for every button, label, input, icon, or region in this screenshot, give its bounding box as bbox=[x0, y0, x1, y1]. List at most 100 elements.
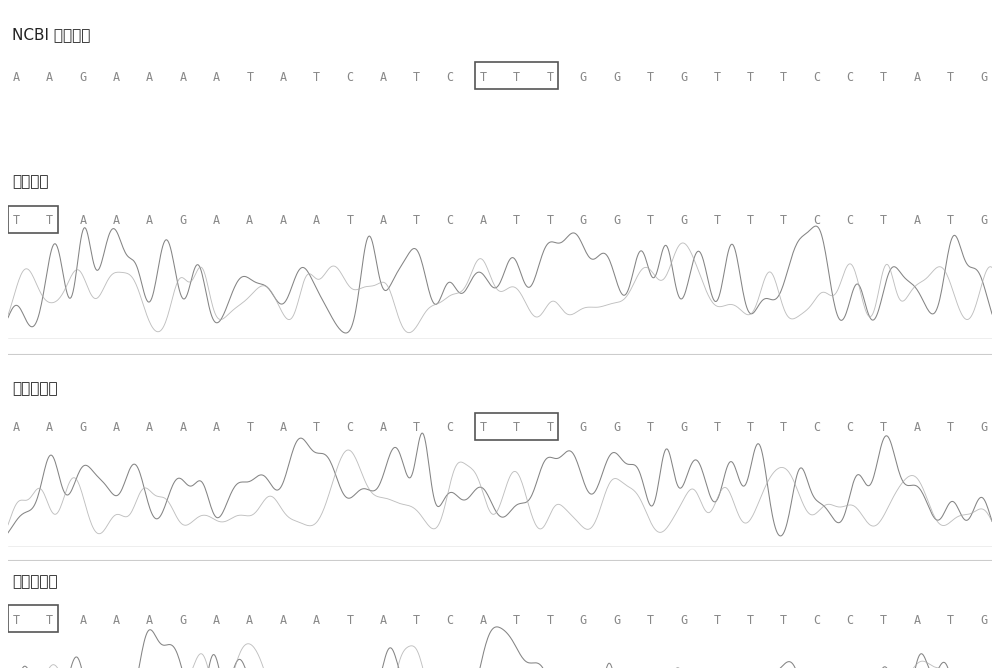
Text: T: T bbox=[780, 71, 787, 84]
Text: NCBI 参照序列: NCBI 参照序列 bbox=[12, 27, 90, 41]
Text: T: T bbox=[647, 71, 654, 84]
Text: A: A bbox=[280, 614, 287, 627]
Text: C: C bbox=[446, 422, 454, 434]
Text: C: C bbox=[346, 71, 353, 84]
Text: C: C bbox=[346, 422, 353, 434]
Text: A: A bbox=[313, 614, 320, 627]
Text: C: C bbox=[446, 71, 454, 84]
Text: A: A bbox=[13, 71, 20, 84]
Text: A: A bbox=[380, 214, 387, 227]
Text: T: T bbox=[880, 214, 887, 227]
Text: A: A bbox=[79, 214, 87, 227]
Text: T: T bbox=[13, 614, 20, 627]
Text: A: A bbox=[313, 214, 320, 227]
Text: T: T bbox=[546, 422, 554, 434]
Text: A: A bbox=[380, 422, 387, 434]
Text: G: G bbox=[613, 422, 620, 434]
Text: A: A bbox=[13, 422, 20, 434]
Text: T: T bbox=[46, 214, 53, 227]
Text: A: A bbox=[113, 214, 120, 227]
Text: A: A bbox=[480, 614, 487, 627]
Text: G: G bbox=[180, 614, 187, 627]
Text: T: T bbox=[747, 614, 754, 627]
Text: 患儿母序列: 患儿母序列 bbox=[12, 381, 58, 395]
Text: T: T bbox=[13, 214, 20, 227]
Bar bbox=[475, 62, 558, 89]
Text: T: T bbox=[413, 71, 420, 84]
Text: C: C bbox=[847, 214, 854, 227]
Text: A: A bbox=[213, 422, 220, 434]
Bar bbox=[8, 605, 58, 632]
Text: A: A bbox=[113, 71, 120, 84]
Text: T: T bbox=[947, 614, 954, 627]
Text: T: T bbox=[713, 71, 720, 84]
Text: T: T bbox=[780, 214, 787, 227]
Text: T: T bbox=[647, 614, 654, 627]
Text: G: G bbox=[79, 422, 87, 434]
Text: C: C bbox=[847, 614, 854, 627]
Text: T: T bbox=[480, 422, 487, 434]
Text: T: T bbox=[713, 422, 720, 434]
Text: A: A bbox=[46, 71, 53, 84]
Text: A: A bbox=[480, 214, 487, 227]
Text: T: T bbox=[747, 422, 754, 434]
Text: T: T bbox=[747, 214, 754, 227]
Bar bbox=[8, 206, 58, 232]
Text: G: G bbox=[980, 422, 987, 434]
Text: T: T bbox=[780, 422, 787, 434]
Text: A: A bbox=[146, 614, 153, 627]
Text: A: A bbox=[380, 71, 387, 84]
Text: 患儿父序列: 患儿父序列 bbox=[12, 574, 58, 589]
Text: G: G bbox=[79, 71, 87, 84]
Text: G: G bbox=[580, 71, 587, 84]
Text: T: T bbox=[513, 71, 520, 84]
Text: T: T bbox=[413, 422, 420, 434]
Text: G: G bbox=[980, 614, 987, 627]
Text: C: C bbox=[847, 71, 854, 84]
Text: G: G bbox=[680, 614, 687, 627]
Text: A: A bbox=[280, 71, 287, 84]
Text: A: A bbox=[380, 614, 387, 627]
Text: C: C bbox=[446, 614, 454, 627]
Text: T: T bbox=[947, 71, 954, 84]
Text: A: A bbox=[913, 71, 921, 84]
Text: A: A bbox=[79, 614, 87, 627]
Text: T: T bbox=[713, 214, 720, 227]
Text: T: T bbox=[513, 614, 520, 627]
Text: A: A bbox=[213, 614, 220, 627]
Text: T: T bbox=[546, 614, 554, 627]
Text: T: T bbox=[46, 614, 53, 627]
Text: T: T bbox=[313, 71, 320, 84]
Text: T: T bbox=[747, 71, 754, 84]
Text: A: A bbox=[146, 214, 153, 227]
Bar bbox=[475, 413, 558, 440]
Text: 患儿序列: 患儿序列 bbox=[12, 174, 48, 188]
Text: T: T bbox=[546, 71, 554, 84]
Text: G: G bbox=[580, 422, 587, 434]
Text: A: A bbox=[146, 71, 153, 84]
Text: T: T bbox=[246, 422, 253, 434]
Text: A: A bbox=[146, 422, 153, 434]
Text: T: T bbox=[947, 422, 954, 434]
Text: A: A bbox=[246, 614, 253, 627]
Text: G: G bbox=[680, 214, 687, 227]
Text: T: T bbox=[246, 71, 253, 84]
Text: T: T bbox=[647, 422, 654, 434]
Text: C: C bbox=[446, 214, 454, 227]
Text: T: T bbox=[346, 214, 353, 227]
Text: A: A bbox=[280, 422, 287, 434]
Text: C: C bbox=[847, 422, 854, 434]
Text: G: G bbox=[580, 214, 587, 227]
Text: A: A bbox=[213, 214, 220, 227]
Text: C: C bbox=[813, 214, 820, 227]
Text: T: T bbox=[880, 422, 887, 434]
Text: A: A bbox=[180, 71, 187, 84]
Text: T: T bbox=[480, 71, 487, 84]
Text: T: T bbox=[413, 214, 420, 227]
Text: T: T bbox=[413, 614, 420, 627]
Text: T: T bbox=[313, 422, 320, 434]
Text: T: T bbox=[880, 71, 887, 84]
Text: A: A bbox=[213, 71, 220, 84]
Text: C: C bbox=[813, 71, 820, 84]
Text: A: A bbox=[113, 614, 120, 627]
